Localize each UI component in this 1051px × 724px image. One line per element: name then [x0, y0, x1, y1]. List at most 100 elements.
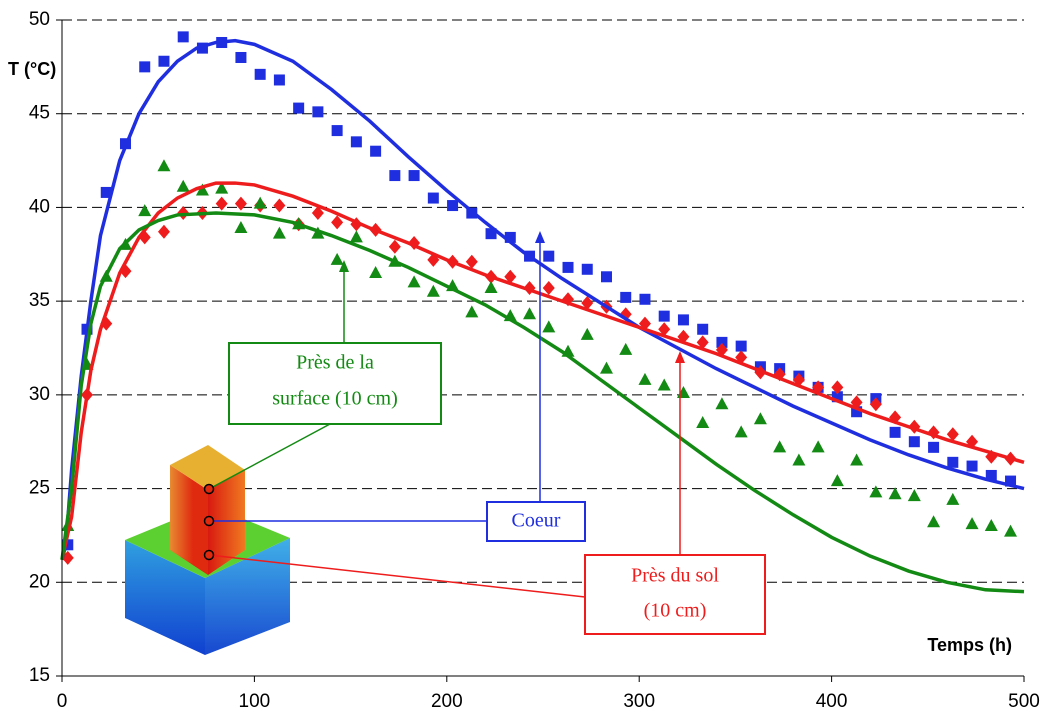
data-point [869, 397, 882, 412]
annotation: Près de la [296, 352, 374, 374]
x-tick-label: 100 [239, 691, 271, 712]
data-point [389, 170, 401, 182]
data-point [580, 327, 594, 340]
data-point [215, 181, 229, 194]
x-axis-label: Temps (h) [927, 635, 1012, 655]
data-point [888, 487, 902, 500]
y-tick-label: 40 [29, 196, 50, 217]
data-point [735, 340, 747, 352]
data-point [620, 291, 632, 303]
data-point [562, 261, 574, 273]
data-point [465, 254, 478, 269]
data-point [330, 252, 344, 265]
data-point [447, 200, 459, 212]
data-point [408, 170, 420, 182]
data-point [753, 412, 767, 425]
data-point [484, 281, 498, 294]
y-tick-label: 45 [29, 103, 50, 124]
data-point [369, 266, 383, 279]
y-tick-label: 25 [29, 478, 50, 499]
data-point [831, 380, 844, 395]
data-point [465, 305, 479, 318]
data-point [811, 440, 825, 453]
annotation: Près du sol [631, 565, 719, 587]
data-point [523, 307, 537, 320]
data-point [697, 323, 709, 335]
data-point [139, 61, 151, 73]
data-point [696, 415, 710, 428]
annotation: (10 cm) [644, 600, 707, 622]
data-point [966, 460, 978, 472]
annotation-box [486, 501, 586, 542]
data-point [543, 250, 555, 262]
data-point [234, 196, 247, 211]
y-tick-label: 30 [29, 384, 50, 405]
data-point [272, 226, 286, 239]
data-point [273, 198, 286, 213]
data-point [946, 492, 960, 505]
data-point [984, 519, 998, 532]
data-point [273, 74, 285, 86]
data-point [716, 336, 728, 348]
data-point [696, 335, 709, 350]
x-tick-label: 500 [1008, 691, 1040, 712]
data-point [311, 206, 324, 221]
data-point [62, 539, 74, 551]
y-axis-label: T (°C) [8, 59, 56, 79]
data-point [773, 440, 787, 453]
data-point [947, 456, 959, 468]
model-illustration [125, 445, 290, 655]
data-point [600, 271, 612, 283]
x-tick-label: 300 [623, 691, 655, 712]
x-tick-label: 200 [431, 691, 463, 712]
data-point [792, 453, 806, 466]
series-line [60, 181, 1025, 561]
data-point [331, 215, 344, 230]
data-point [176, 179, 190, 192]
data-point [195, 183, 209, 196]
x-tick-label: 400 [816, 691, 848, 712]
data-point [1004, 524, 1018, 537]
data-point [965, 517, 979, 530]
data-point [253, 196, 267, 209]
data-point [235, 51, 247, 63]
data-point [407, 275, 421, 288]
data-point [542, 320, 556, 333]
data-point [619, 342, 633, 355]
data-point [158, 55, 170, 67]
data-point [504, 231, 516, 243]
data-point [851, 406, 863, 418]
data-point [658, 310, 670, 322]
annotation: Coeur [512, 510, 561, 532]
y-tick-label: 20 [29, 571, 50, 592]
data-point [157, 159, 171, 172]
data-point [581, 296, 594, 311]
y-tick-label: 35 [29, 290, 50, 311]
data-point [734, 425, 748, 438]
data-point [100, 186, 112, 198]
data-point [831, 391, 843, 403]
y-tick-label: 15 [29, 665, 50, 686]
annotation-box [584, 554, 766, 635]
data-point [581, 263, 593, 275]
data-point [504, 269, 517, 284]
data-point [485, 228, 497, 240]
data-point [869, 485, 883, 498]
data-point [350, 136, 362, 148]
data-point [138, 204, 152, 217]
data-point [312, 106, 324, 118]
data-point [599, 361, 613, 374]
data-point [234, 221, 248, 234]
data-point [850, 453, 864, 466]
data-point [370, 145, 382, 157]
data-point [830, 474, 844, 487]
data-point [927, 515, 941, 528]
data-point [426, 284, 440, 297]
data-point [177, 31, 189, 43]
data-point [658, 322, 671, 337]
data-point [946, 427, 959, 442]
data-point [427, 192, 439, 204]
data-point [908, 436, 920, 448]
y-tick-label: 50 [29, 9, 50, 30]
